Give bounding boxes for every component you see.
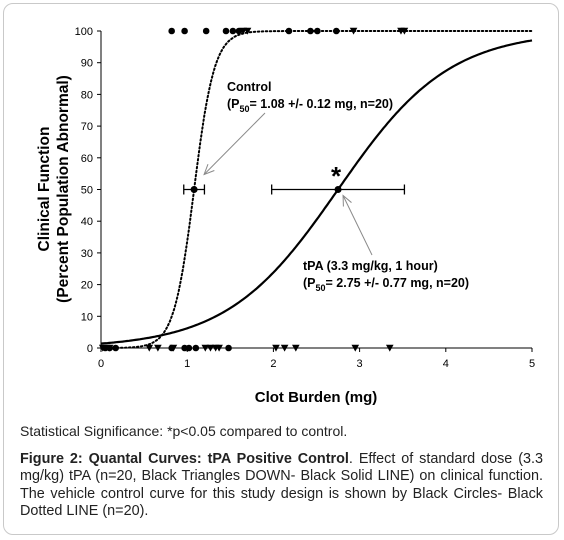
y-tick-label: 40 bbox=[81, 216, 93, 228]
control-point bbox=[229, 27, 237, 35]
control-point bbox=[285, 27, 293, 35]
control-point bbox=[181, 27, 188, 35]
x-axis-label: Clot Burden (mg) bbox=[255, 389, 377, 406]
control-point bbox=[112, 344, 119, 352]
tpa-leader-arrow bbox=[342, 195, 373, 256]
control-label-title: Control bbox=[227, 80, 271, 94]
control-label-p: P bbox=[231, 97, 239, 111]
tpa-point bbox=[292, 344, 300, 352]
tpa-label-title: tPA (3.3 mg/kg, 1 hour) bbox=[303, 259, 438, 273]
tpa-point bbox=[206, 344, 215, 352]
control-point bbox=[307, 27, 314, 35]
control-point bbox=[225, 344, 232, 352]
tpa-point bbox=[215, 344, 223, 352]
control-point bbox=[314, 27, 321, 35]
tpa-point bbox=[201, 344, 210, 352]
control-point bbox=[202, 27, 210, 35]
tpa-point bbox=[98, 344, 107, 352]
control-label-rest: = 1.08 +/- 0.12 mg, n=20) bbox=[250, 97, 393, 111]
x-tick-label: 0 bbox=[98, 358, 104, 370]
y-tick-label: 60 bbox=[81, 153, 93, 165]
tpa-p50-point bbox=[334, 186, 342, 193]
control-curve bbox=[100, 30, 533, 349]
tpa-point bbox=[272, 344, 280, 352]
y-tick-label: 10 bbox=[81, 311, 93, 323]
y-tick-label: 30 bbox=[81, 248, 93, 260]
control-point bbox=[222, 27, 230, 35]
tpa-label-sub: 50 bbox=[316, 283, 326, 293]
tpa-point bbox=[349, 27, 358, 35]
chart-axes: 0 10 20 30 40 50 60 70 80 90 100 0 1 2 3 4 5 bbox=[75, 26, 535, 370]
tpa-point bbox=[280, 344, 289, 352]
tpa-point bbox=[169, 344, 178, 352]
tpa-point bbox=[105, 344, 114, 352]
control-point bbox=[168, 27, 175, 35]
control-point bbox=[185, 344, 193, 352]
x-tick-label: 3 bbox=[357, 358, 363, 370]
significance-note: Statistical Significance: *p<0.05 compar… bbox=[20, 423, 348, 439]
figure-frame bbox=[3, 3, 559, 535]
tpa-label-stats: (P50= 2.75 +/- 0.77 mg, n=20) bbox=[303, 276, 469, 293]
tpa-point bbox=[243, 27, 252, 35]
figure-caption: Figure 2: Quantal Curves: tPA Positive C… bbox=[20, 451, 543, 521]
control-leader-arrow bbox=[203, 112, 266, 175]
significance-star: * bbox=[331, 161, 342, 191]
tpa-point bbox=[400, 27, 409, 35]
tpa-label-p: P bbox=[307, 276, 315, 290]
y-tick-label: 90 bbox=[81, 58, 93, 70]
chart-marks bbox=[98, 27, 533, 352]
control-label-sub: 50 bbox=[240, 104, 250, 114]
tpa-leader-arrow-head bbox=[342, 194, 352, 207]
chart-annotations: Control (P50= 1.08 +/- 0.12 mg, n=20) tP… bbox=[36, 75, 469, 406]
figure-caption-label: Figure 2: Quantal Curves: tPA Positive C… bbox=[20, 451, 349, 467]
x-tick-label: 4 bbox=[443, 358, 449, 370]
y-tick-label: 50 bbox=[81, 185, 93, 197]
figure-caption-text: . Effect of standard dose (3.3 mg/kg) tP… bbox=[20, 451, 544, 520]
control-label-open: ( bbox=[227, 97, 232, 111]
tpa-point bbox=[385, 344, 394, 352]
control-label-stats: (P50= 1.08 +/- 0.12 mg, n=20) bbox=[227, 97, 393, 114]
y-tick-label: 0 bbox=[87, 343, 93, 355]
x-tick-label: 5 bbox=[529, 358, 535, 370]
tpa-label-open: ( bbox=[303, 276, 308, 290]
y-tick-label: 80 bbox=[81, 89, 93, 101]
tpa-curve bbox=[100, 39, 533, 345]
y-tick-label: 100 bbox=[75, 26, 93, 38]
tpa-point bbox=[154, 344, 162, 352]
y-tick-label: 20 bbox=[81, 280, 93, 292]
tpa-point bbox=[145, 344, 154, 352]
control-point bbox=[333, 27, 340, 35]
x-tick-label: 1 bbox=[184, 358, 190, 370]
control-p50-point bbox=[190, 186, 198, 193]
y-axis-label-line1: Clinical Function bbox=[36, 127, 53, 252]
control-point bbox=[192, 344, 200, 352]
tpa-point bbox=[351, 344, 360, 352]
control-leader-arrow-head bbox=[203, 164, 215, 176]
y-tick-label: 70 bbox=[81, 121, 93, 133]
y-axis-label-line2: (Percent Population Abnormal) bbox=[55, 75, 72, 303]
x-tick-label: 2 bbox=[270, 358, 276, 370]
tpa-label-rest: = 2.75 +/- 0.77 mg, n=20) bbox=[326, 276, 469, 290]
